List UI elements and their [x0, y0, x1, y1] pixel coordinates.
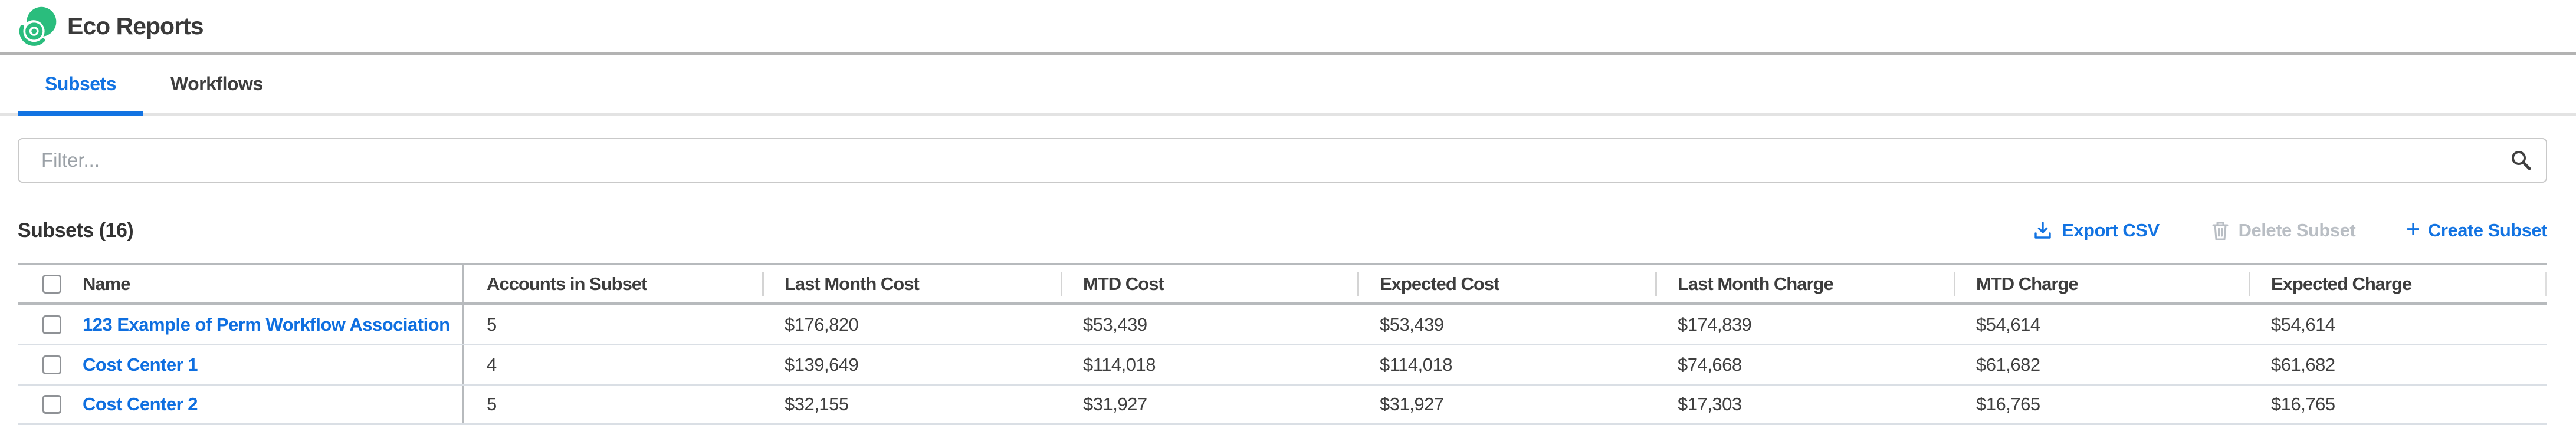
column-header-expected-cost: Expected Cost — [1357, 265, 1655, 302]
page-title: Eco Reports — [67, 12, 204, 39]
expected-cost-value: $53,439 — [1380, 314, 1444, 335]
table-header-row: Name Accounts in Subset Last Month Cost … — [18, 263, 2547, 305]
select-all-checkbox[interactable] — [42, 274, 61, 294]
last-month-cost-value: $32,155 — [785, 394, 849, 414]
subset-name-link[interactable]: Cost Center 1 — [83, 354, 198, 375]
column-header-name: Name — [77, 265, 464, 302]
last-month-charge-value: $17,303 — [1678, 394, 1742, 414]
subsets-table: Name Accounts in Subset Last Month Cost … — [18, 263, 2547, 425]
last-month-cost-value: $176,820 — [785, 314, 859, 335]
filter-input[interactable] — [18, 138, 2547, 183]
expected-cost-value: $31,927 — [1380, 394, 1444, 414]
column-header-mtd-charge: MTD Charge — [1954, 265, 2249, 302]
eco-reports-logo-icon — [19, 6, 57, 46]
table-row: Cost Center 2 5 $32,155 $31,927 $31,927 … — [18, 386, 2547, 425]
subset-name-link[interactable]: Cost Center 2 — [83, 394, 198, 414]
mtd-charge-value: $61,682 — [1976, 354, 2040, 375]
filter-bar — [18, 138, 2547, 183]
column-header-expected-charge: Expected Charge — [2249, 265, 2547, 302]
delete-subset-label: Delete Subset — [2238, 220, 2356, 240]
column-header-last-month-charge: Last Month Charge — [1655, 265, 1954, 302]
tab-bar: Subsets Workflows — [0, 55, 2576, 116]
table-row: Cost Center 1 4 $139,649 $114,018 $114,0… — [18, 345, 2547, 386]
mtd-cost-value: $31,927 — [1083, 394, 1147, 414]
expected-charge-value: $16,765 — [2271, 394, 2335, 414]
section-title: Subsets (16) — [18, 219, 134, 242]
trash-icon — [2212, 222, 2229, 240]
accounts-value: 5 — [487, 394, 497, 414]
create-subset-label: Create Subset — [2428, 220, 2547, 240]
action-buttons: Export CSV Delete Subset + Create Subset — [2032, 216, 2547, 242]
tab-subsets-label: Subsets — [45, 73, 116, 94]
mtd-cost-value: $114,018 — [1083, 354, 1156, 375]
expected-charge-value: $61,682 — [2271, 354, 2335, 375]
last-month-charge-value: $74,668 — [1678, 354, 1742, 375]
export-csv-button[interactable]: Export CSV — [2032, 220, 2160, 241]
header-divider — [0, 52, 2576, 55]
expected-cost-value: $114,018 — [1380, 354, 1453, 375]
mtd-cost-value: $53,439 — [1083, 314, 1147, 335]
mtd-charge-value: $54,614 — [1976, 314, 2040, 335]
app-header: Eco Reports — [0, 0, 2576, 52]
download-icon — [2034, 222, 2051, 239]
expected-charge-value: $54,614 — [2271, 314, 2335, 335]
row-checkbox[interactable] — [42, 355, 61, 374]
export-csv-label: Export CSV — [2062, 220, 2160, 240]
row-checkbox[interactable] — [42, 315, 61, 334]
create-subset-button[interactable]: + Create Subset — [2406, 216, 2547, 242]
mtd-charge-value: $16,765 — [1976, 394, 2040, 414]
column-header-accounts: Accounts in Subset — [487, 273, 647, 294]
accounts-value: 5 — [487, 314, 497, 335]
row-checkbox[interactable] — [42, 395, 61, 414]
section-bar: Subsets (16) Export CSV Delete Subset + … — [18, 215, 2547, 246]
accounts-value: 4 — [487, 354, 497, 375]
column-header-mtd-cost: MTD Cost — [1061, 265, 1357, 302]
tab-workflows-label: Workflows — [170, 73, 263, 94]
search-icon — [2512, 151, 2531, 170]
last-month-cost-value: $139,649 — [785, 354, 859, 375]
table-row: 123 Example of Perm Workflow Association… — [18, 305, 2547, 345]
subset-name-link[interactable]: 123 Example of Perm Workflow Association — [83, 314, 450, 335]
last-month-charge-value: $174,839 — [1678, 314, 1752, 335]
tab-workflows[interactable]: Workflows — [143, 55, 290, 113]
tab-subsets[interactable]: Subsets — [18, 55, 143, 116]
delete-subset-button[interactable]: Delete Subset — [2210, 220, 2356, 241]
column-header-last-month-cost: Last Month Cost — [762, 265, 1061, 302]
plus-icon: + — [2406, 216, 2420, 242]
